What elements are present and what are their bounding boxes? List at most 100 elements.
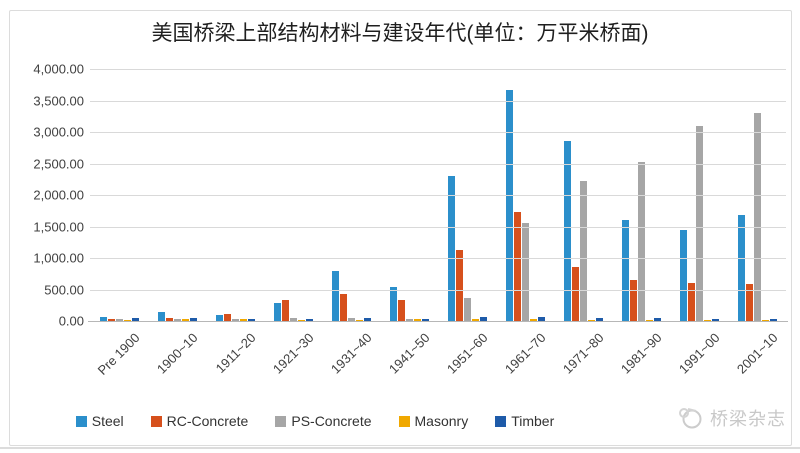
bar-group	[728, 69, 786, 321]
watermark-text: 桥梁杂志	[710, 409, 786, 429]
bar-ps-concrete	[579, 181, 587, 321]
bar-timber	[769, 319, 777, 321]
y-axis-tick-label: 3,000.00	[33, 124, 84, 140]
bar-timber	[131, 318, 139, 321]
bar-rc-concrete	[223, 314, 231, 321]
bar-rc-concrete	[455, 250, 463, 321]
bridge-magazine-logo-icon	[679, 408, 702, 429]
bar-group	[670, 69, 728, 321]
bar-ps-concrete	[637, 161, 645, 321]
legend-item-rc-concrete: RC-Concrete	[150, 413, 249, 429]
bar-rc-concrete	[397, 300, 405, 321]
bars-container	[90, 69, 786, 321]
gridline	[90, 163, 786, 165]
bar-rc-concrete	[107, 319, 115, 321]
bar-ps-concrete	[347, 317, 355, 321]
y-axis-tick-label: 0.00	[58, 313, 84, 329]
y-axis-tick-label: 3,500.00	[33, 93, 84, 108]
legend-swatch-icon	[75, 415, 87, 427]
bar-timber	[363, 318, 371, 321]
x-axis-tick-label: 1971~80	[559, 330, 607, 377]
bar-ps-concrete	[695, 125, 703, 321]
bar-masonry	[355, 319, 363, 321]
bar-steel	[679, 229, 687, 321]
gridline	[90, 69, 786, 70]
bar-group	[264, 69, 322, 321]
x-axis-tick-label: 1961~70	[501, 330, 549, 377]
legend: Steel RC-Concrete PS-Concrete Masonry Timber	[10, 413, 620, 429]
bar-ps-concrete	[753, 113, 761, 321]
x-axis-tick-label: 1981~90	[617, 330, 665, 377]
legend-swatch-icon	[150, 415, 162, 427]
bar-rc-concrete	[571, 267, 579, 321]
bar-ps-concrete	[289, 317, 297, 321]
bar-rc-concrete	[687, 283, 695, 321]
bar-ps-concrete	[463, 298, 471, 321]
y-axis-tick-label: 2,000.00	[33, 187, 84, 203]
bar-ps-concrete	[231, 319, 239, 321]
x-axis-tick-label: 1941~50	[385, 330, 433, 377]
bottom-divider	[0, 447, 800, 449]
bar-ps-concrete	[405, 319, 413, 321]
bar-masonry	[703, 320, 711, 321]
bar-masonry	[297, 320, 305, 321]
y-axis-tick-label: 1,000.00	[33, 250, 84, 266]
bar-timber	[595, 317, 603, 321]
bar-group	[380, 69, 438, 321]
bar-group	[90, 69, 148, 321]
bar-steel	[505, 89, 513, 321]
legend-label: Steel	[91, 413, 124, 429]
x-axis-line	[88, 321, 788, 322]
bar-rc-concrete	[513, 212, 521, 321]
bar-rc-concrete	[629, 280, 637, 321]
y-axis-tick-label: 2,500.00	[33, 156, 84, 171]
bar-steel	[389, 286, 397, 321]
legend-swatch-icon	[275, 415, 287, 427]
legend-label: RC-Concrete	[166, 413, 249, 429]
gridline	[90, 132, 786, 133]
bar-rc-concrete	[165, 317, 173, 321]
bar-steel	[331, 270, 339, 321]
bar-masonry	[587, 319, 595, 321]
bar-timber	[711, 318, 719, 321]
bar-ps-concrete	[173, 319, 181, 321]
bar-masonry	[645, 320, 653, 321]
bar-timber	[479, 317, 487, 321]
bar-steel	[737, 215, 745, 321]
y-axis-tick-label: 1,500.00	[33, 219, 84, 234]
x-axis-tick-label: 1951~60	[443, 330, 491, 377]
bar-group	[322, 69, 380, 321]
bar-steel	[621, 219, 629, 321]
bar-steel	[447, 176, 455, 321]
bar-timber	[537, 317, 545, 321]
bar-masonry	[181, 319, 189, 321]
bar-masonry	[529, 319, 537, 321]
bar-timber	[421, 319, 429, 321]
gridline	[90, 258, 786, 259]
bar-steel	[157, 311, 165, 321]
bar-steel	[215, 314, 223, 321]
bar-rc-concrete	[339, 293, 347, 321]
y-axis-tick-label: 4,000.00	[33, 61, 84, 77]
bar-timber	[653, 318, 661, 321]
gridline	[90, 195, 786, 196]
bar-timber	[247, 318, 255, 321]
bar-rc-concrete	[745, 283, 753, 321]
x-axis-tick-label: 2001~10	[733, 330, 781, 377]
chart-title: 美国桥梁上部结构材料与建设年代(单位：万平米桥面)	[151, 22, 649, 45]
bar-ps-concrete	[115, 319, 123, 321]
watermark: 桥梁杂志	[678, 405, 786, 431]
legend-swatch-icon	[398, 415, 410, 427]
legend-item-ps-concrete: PS-Concrete	[275, 413, 372, 429]
bar-group	[148, 69, 206, 321]
bar-steel	[273, 303, 281, 321]
gridline	[90, 100, 786, 102]
gridline	[90, 226, 786, 228]
x-axis-tick-label: 1931~40	[327, 330, 375, 377]
y-axis-tick-label: 500.00	[44, 282, 84, 297]
bar-steel	[99, 316, 107, 321]
bar-ps-concrete	[521, 222, 529, 321]
bar-timber	[305, 319, 313, 321]
